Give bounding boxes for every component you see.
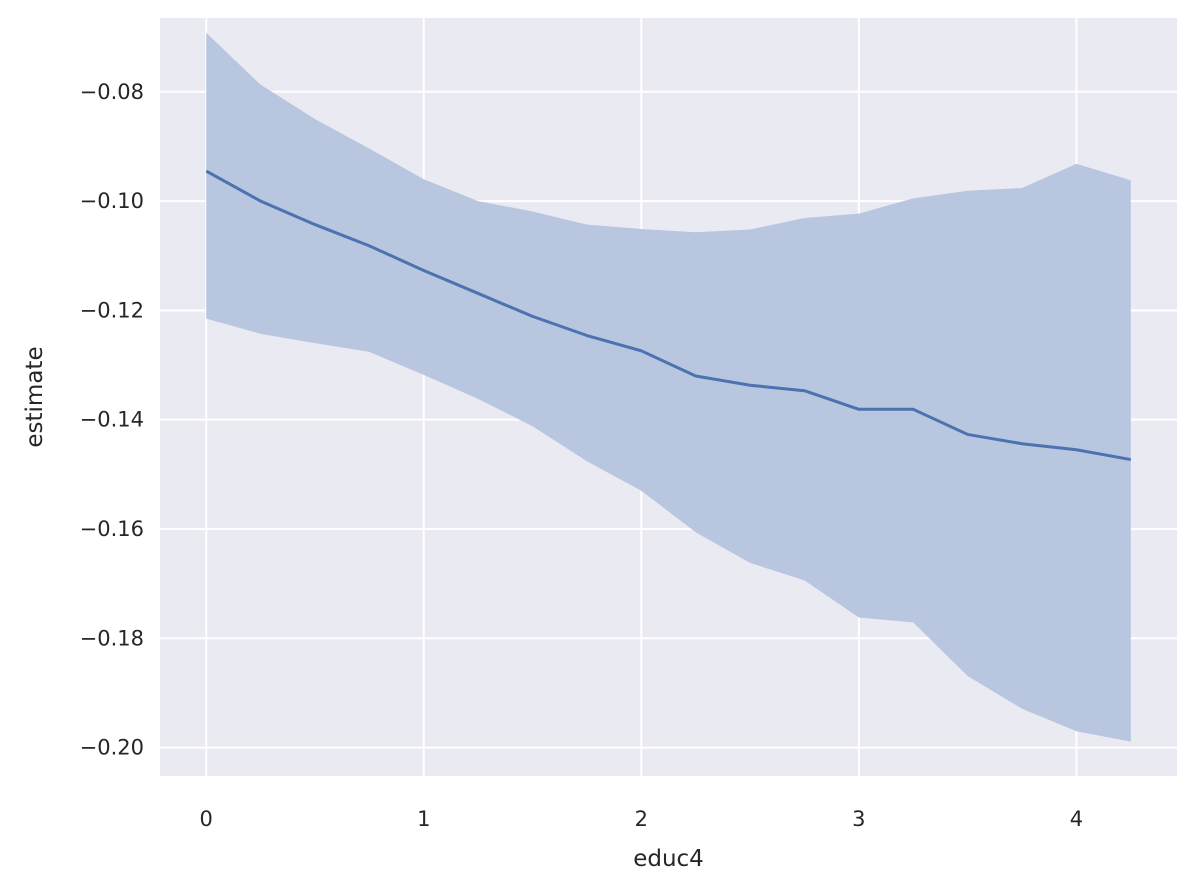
x-tick-label-4: 4	[1070, 807, 1083, 831]
y-tick-label-1: −0.10	[80, 189, 144, 213]
y-tick-label-5: −0.18	[80, 626, 144, 650]
y-tick-label-0: −0.08	[80, 80, 144, 104]
estimate-line	[205, 169, 1132, 462]
y-tick-label-4: −0.16	[80, 517, 144, 541]
y-tick-label-2: −0.12	[80, 298, 144, 322]
y-tick-label-3: −0.14	[80, 408, 144, 432]
y-tick-label-6: −0.20	[80, 736, 144, 760]
series-line-layer	[205, 169, 1132, 462]
x-axis-title: educ4	[633, 846, 704, 872]
y-axis-ticks: −0.08 −0.10 −0.12 −0.14 −0.16 −0.18 −0.20	[80, 80, 144, 760]
x-tick-label-2: 2	[635, 807, 648, 831]
x-tick-label-0: 0	[200, 807, 213, 831]
y-axis-title: estimate	[22, 346, 48, 447]
confidence-band	[206, 32, 1131, 742]
confidence-band-layer	[206, 32, 1131, 742]
x-tick-label-3: 3	[852, 807, 865, 831]
x-axis-ticks: 0 1 2 3 4	[200, 807, 1084, 831]
x-tick-label-1: 1	[417, 807, 430, 831]
